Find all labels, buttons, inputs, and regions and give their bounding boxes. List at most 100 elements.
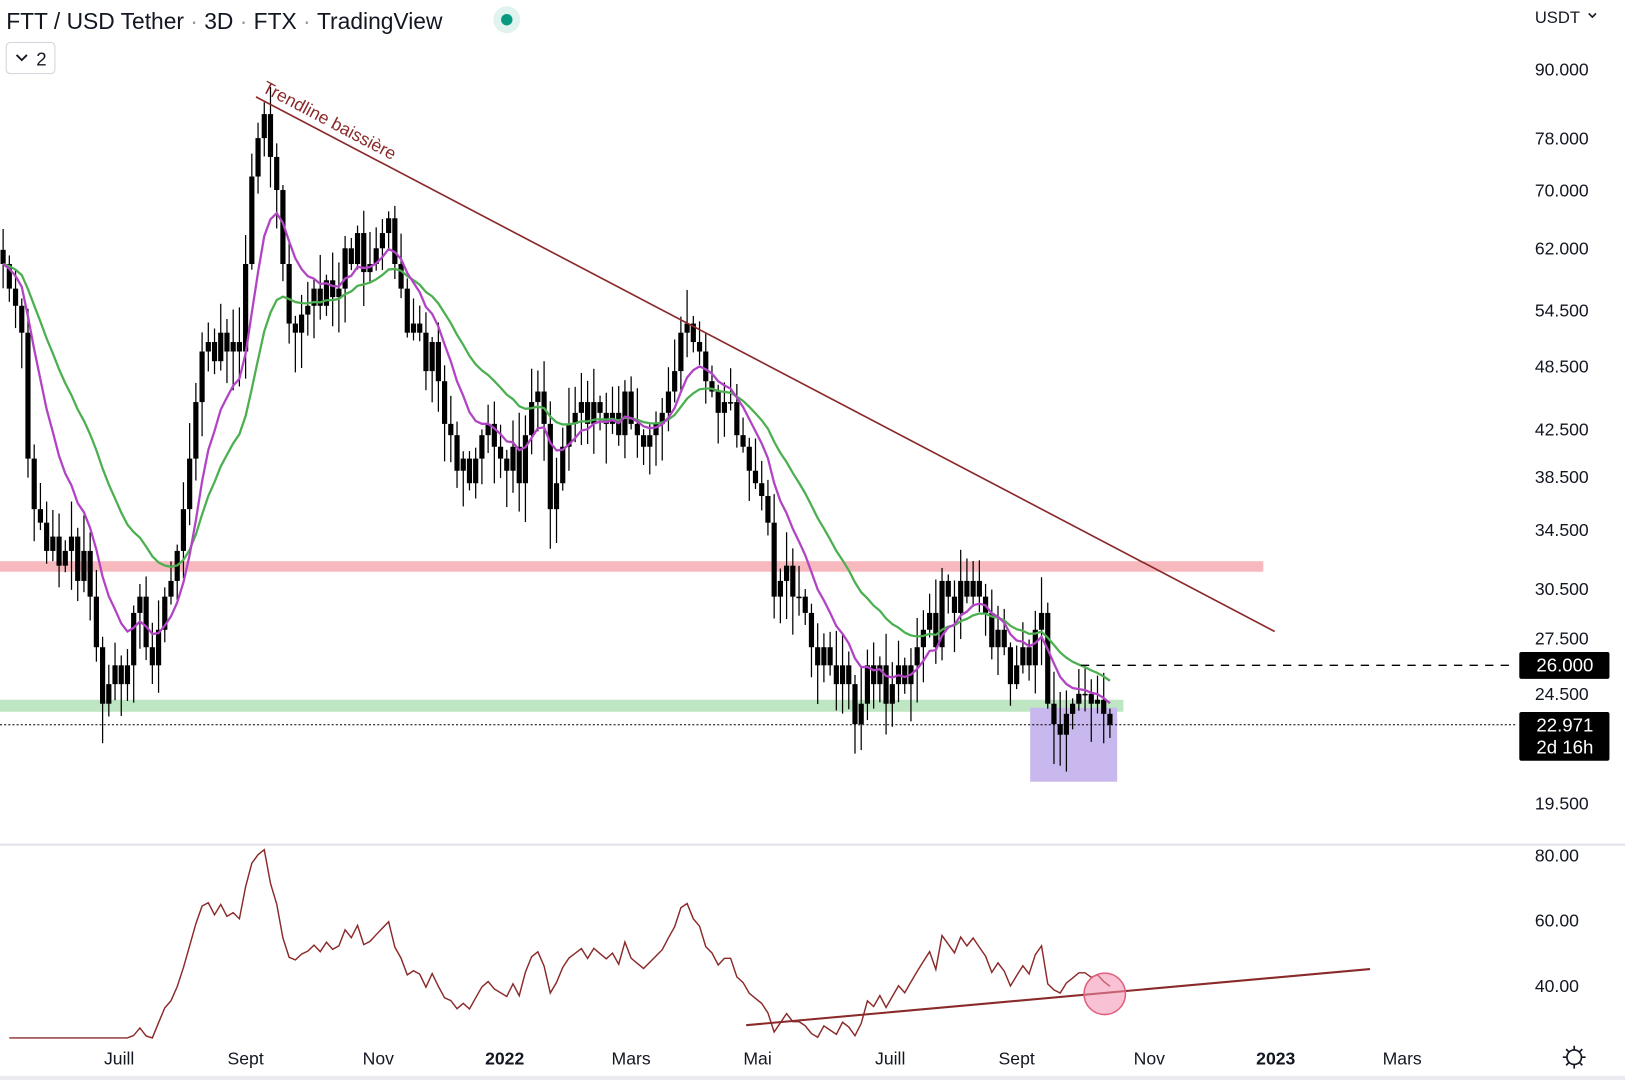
- candle-body[interactable]: [342, 248, 348, 289]
- candle-body[interactable]: [839, 665, 846, 685]
- candle-body[interactable]: [205, 342, 211, 352]
- candle-body[interactable]: [454, 435, 460, 471]
- candle-body[interactable]: [274, 156, 280, 191]
- candle-body[interactable]: [392, 218, 398, 265]
- candle-body[interactable]: [280, 190, 286, 265]
- candle-body[interactable]: [1032, 629, 1038, 666]
- candle-body[interactable]: [578, 402, 584, 413]
- candle-body[interactable]: [1020, 647, 1026, 666]
- candle-body[interactable]: [137, 596, 143, 613]
- candle-body[interactable]: [423, 332, 429, 372]
- candle-body[interactable]: [721, 402, 728, 413]
- candle-body[interactable]: [1038, 612, 1045, 630]
- candle-body[interactable]: [336, 288, 342, 298]
- candle-body[interactable]: [560, 446, 566, 484]
- candle-body[interactable]: [1107, 713, 1113, 725]
- candle-body[interactable]: [193, 402, 199, 459]
- candle-body[interactable]: [989, 612, 995, 648]
- candle-body[interactable]: [100, 647, 106, 704]
- candle-body[interactable]: [784, 565, 790, 581]
- candle-body[interactable]: [31, 458, 37, 510]
- candle-body[interactable]: [311, 288, 317, 306]
- candle-body[interactable]: [485, 423, 491, 436]
- candle-body[interactable]: [348, 248, 354, 265]
- candle-body[interactable]: [976, 580, 982, 597]
- candle-body[interactable]: [871, 665, 877, 685]
- candle-body[interactable]: [696, 342, 703, 352]
- candle-body[interactable]: [267, 114, 274, 157]
- candle-body[interactable]: [628, 391, 634, 424]
- candle-body[interactable]: [479, 435, 485, 459]
- market-status-icon[interactable]: [501, 13, 513, 26]
- candle-body[interactable]: [218, 332, 224, 362]
- candle-body[interactable]: [1007, 647, 1014, 685]
- candle-body[interactable]: [1051, 703, 1057, 725]
- candle-body[interactable]: [939, 580, 945, 648]
- candle-body[interactable]: [168, 580, 174, 597]
- candle-body[interactable]: [6, 264, 12, 289]
- candle-body[interactable]: [790, 565, 796, 597]
- candle-body[interactable]: [728, 402, 734, 404]
- candle-body[interactable]: [155, 629, 162, 666]
- resistance-zone[interactable]: [0, 561, 1264, 572]
- candle-body[interactable]: [833, 665, 839, 685]
- candle-body[interactable]: [591, 402, 597, 424]
- candle-body[interactable]: [19, 305, 25, 333]
- candle-body[interactable]: [93, 596, 99, 648]
- candle-body[interactable]: [373, 248, 379, 265]
- candle-body[interactable]: [354, 233, 361, 265]
- candle-body[interactable]: [958, 580, 964, 613]
- candle-body[interactable]: [566, 423, 572, 447]
- candle-body[interactable]: [547, 423, 553, 510]
- candle-body[interactable]: [1082, 693, 1088, 696]
- support-zone[interactable]: [0, 699, 1124, 712]
- candle-body[interactable]: [920, 629, 926, 648]
- target-box[interactable]: [1030, 707, 1118, 782]
- candle-body[interactable]: [864, 665, 871, 704]
- candle-body[interactable]: [933, 612, 939, 648]
- candle-body[interactable]: [678, 332, 684, 372]
- candle-body[interactable]: [709, 381, 715, 392]
- candle-body[interactable]: [162, 596, 168, 630]
- candle-body[interactable]: [261, 114, 267, 139]
- indicators-toggle-button[interactable]: 2: [5, 41, 56, 75]
- candle-body[interactable]: [846, 665, 852, 685]
- bearish-trendline[interactable]: [255, 96, 1276, 633]
- candle-body[interactable]: [398, 264, 404, 289]
- candle-body[interactable]: [951, 596, 958, 613]
- candle-body[interactable]: [659, 412, 665, 424]
- candle-body[interactable]: [516, 446, 522, 484]
- candle-body[interactable]: [292, 323, 298, 333]
- candle-body[interactable]: [379, 233, 386, 249]
- candle-body[interactable]: [883, 665, 889, 704]
- currency-dropdown[interactable]: USDT: [1535, 8, 1597, 27]
- candle-body[interactable]: [448, 423, 454, 436]
- settings-gear-icon[interactable]: [1562, 1045, 1586, 1069]
- candle-body[interactable]: [603, 412, 609, 424]
- candle-body[interactable]: [945, 580, 951, 597]
- candle-body[interactable]: [640, 435, 647, 447]
- candle-body[interactable]: [81, 550, 87, 581]
- candle-body[interactable]: [746, 446, 752, 471]
- candle-body[interactable]: [927, 612, 933, 630]
- rsi-trendline[interactable]: [746, 967, 1371, 1027]
- candle-body[interactable]: [815, 647, 821, 666]
- candle-body[interactable]: [460, 458, 466, 471]
- candle-body[interactable]: [417, 323, 423, 333]
- candle-body[interactable]: [752, 470, 759, 484]
- candle-body[interactable]: [236, 342, 242, 352]
- candle-body[interactable]: [796, 596, 802, 599]
- candle-body[interactable]: [902, 665, 908, 685]
- candle-body[interactable]: [653, 423, 659, 436]
- candle-body[interactable]: [131, 612, 137, 666]
- candle-body[interactable]: [286, 264, 292, 324]
- candle-body[interactable]: [149, 647, 155, 666]
- candle-body[interactable]: [1001, 629, 1007, 648]
- candle-body[interactable]: [37, 509, 44, 523]
- candle-body[interactable]: [734, 402, 740, 436]
- candle-body[interactable]: [75, 536, 81, 581]
- candle-body[interactable]: [665, 391, 672, 413]
- candle-body[interactable]: [827, 647, 833, 666]
- symbol-name[interactable]: FTT / USD Tether: [6, 8, 184, 34]
